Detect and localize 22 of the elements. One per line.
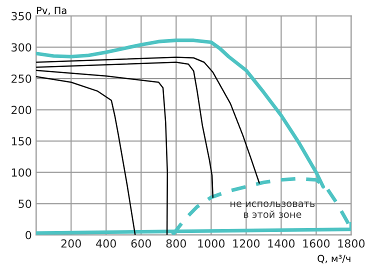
line-series: [36, 56, 260, 184]
y-tick-label: 250: [12, 74, 32, 83]
y-tick-label: 300: [12, 43, 32, 52]
x-tick-label: 600: [131, 239, 151, 248]
x-axis-title: Q, м³/ч: [318, 254, 350, 264]
y-tick-label: 200: [12, 106, 32, 114]
x-tick-label: 800: [166, 239, 186, 248]
x-tick-label: 1400: [268, 239, 295, 248]
x-tick-label: 1800: [338, 239, 365, 248]
x-tick-label: 400: [96, 239, 116, 248]
y-tick-label: 150: [12, 137, 32, 146]
line-series: [36, 76, 136, 235]
y-tick-label: 350: [12, 12, 32, 20]
y-tick-label: 50: [18, 200, 32, 208]
x-tick-label: 1200: [233, 239, 260, 248]
x-tick-label: 200: [61, 239, 81, 248]
y-tick-label: 100: [12, 168, 32, 177]
y-tick-label: 0: [26, 230, 32, 240]
annotation: не использовать в этой зоне: [230, 202, 315, 218]
x-tick-label: 1600: [303, 239, 330, 248]
x-tick-label: 1000: [198, 239, 225, 248]
y-axis-title: Pv, Па: [37, 6, 66, 16]
